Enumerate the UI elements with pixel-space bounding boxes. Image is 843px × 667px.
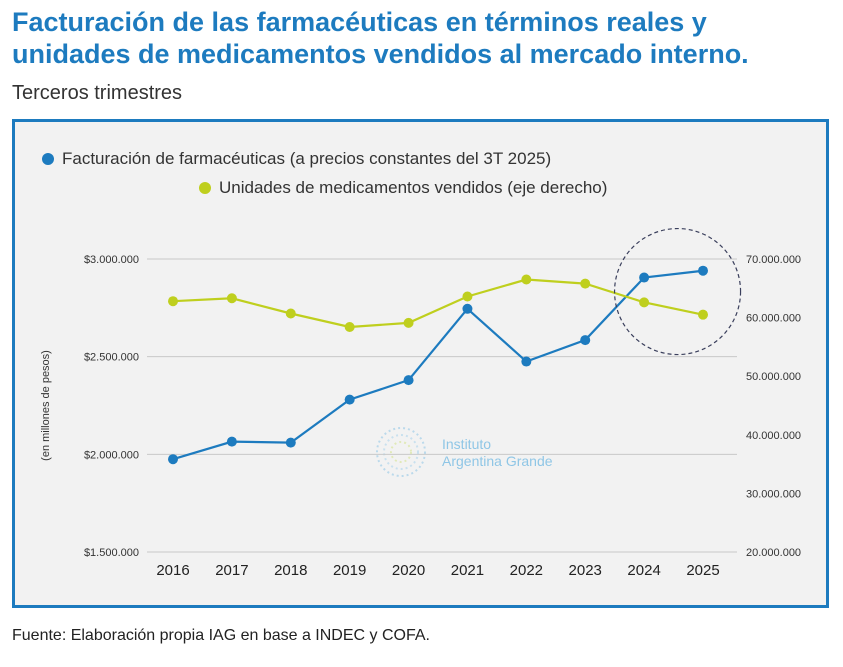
y-right-tick-label: 60.000.000	[746, 313, 801, 325]
series-2-point	[226, 293, 237, 304]
series-1-point	[226, 436, 237, 447]
x-tick-label: 2025	[686, 562, 719, 579]
page-title: Facturación de las farmacéuticas en térm…	[12, 7, 749, 69]
legend-marker-2	[199, 182, 211, 194]
y-left-axis-label: (en millones de pesos)	[40, 350, 52, 461]
series-1-point	[403, 375, 414, 386]
watermark-logo-icon	[376, 427, 426, 477]
y-left-tick-label: $1.500.000	[84, 547, 139, 559]
x-tick-label: 2024	[627, 562, 660, 579]
series-2-point	[580, 278, 591, 289]
y-left-tick-label: $2.500.000	[84, 352, 139, 364]
series-1-point	[698, 265, 708, 276]
highlight-circle	[613, 227, 742, 356]
legend-label-2: Unidades de medicamentos vendidos (eje d…	[219, 178, 607, 197]
series-2-point	[344, 321, 355, 332]
highlight	[613, 227, 742, 356]
series-1-point	[285, 437, 296, 448]
x-tick-label: 2021	[451, 562, 484, 579]
x-tick-label: 2022	[510, 562, 543, 579]
series-1-point	[639, 272, 650, 283]
axes: $3.000.000 $2.500.000 $2.000.000 $1.500.000…	[40, 254, 801, 579]
grid-lines	[147, 258, 737, 553]
series-2-point	[521, 274, 532, 285]
y-left-tick-label: $3.000.000	[84, 254, 139, 266]
series-2-point	[462, 291, 473, 302]
series-2-point	[403, 317, 414, 328]
x-tick-label: 2019	[333, 562, 366, 579]
series-1-point	[462, 303, 473, 314]
legend-marker-1	[42, 153, 54, 165]
watermark: Instituto Argentina Grande	[376, 427, 553, 477]
y-right-tick-label: 50.000.000	[746, 371, 801, 383]
series-2-point	[639, 297, 650, 308]
series-1-point	[521, 356, 532, 367]
line-chart: Instituto Argentina Grande $3.000.000 $2.…	[40, 149, 801, 579]
series-line-2	[172, 278, 704, 329]
x-tick-label: 2018	[274, 562, 307, 579]
series-1-point	[344, 394, 355, 405]
series-2-point	[698, 309, 708, 320]
y-left-tick-label: $2.000.000	[84, 449, 139, 461]
series-2-point	[285, 308, 296, 319]
watermark-line1: Instituto	[442, 436, 491, 452]
x-tick-label: 2017	[215, 562, 248, 579]
x-tick-label: 2016	[156, 562, 189, 579]
y-right-tick-label: 40.000.000	[746, 430, 801, 442]
chart-frame: Instituto Argentina Grande $3.000.000 $2.…	[12, 119, 829, 608]
legend: Facturación de farmacéuticas (a precios …	[42, 149, 607, 197]
series-2-point	[168, 296, 178, 307]
x-tick-label: 2020	[392, 562, 425, 579]
source-note: Fuente: Elaboración propia IAG en base a…	[12, 627, 430, 644]
series	[168, 265, 708, 465]
legend-label-1: Facturación de farmacéuticas (a precios …	[62, 149, 551, 168]
series-1-point	[168, 454, 178, 465]
y-right-tick-label: 30.000.000	[746, 488, 801, 500]
x-tick-label: 2023	[569, 562, 602, 579]
y-right-tick-label: 20.000.000	[746, 547, 801, 559]
watermark-line2: Argentina Grande	[442, 453, 553, 469]
y-right-tick-label: 70.000.000	[746, 254, 801, 266]
page-subtitle: Terceros trimestres	[12, 82, 183, 104]
series-1-point	[580, 335, 591, 346]
series-line-1	[172, 269, 704, 461]
